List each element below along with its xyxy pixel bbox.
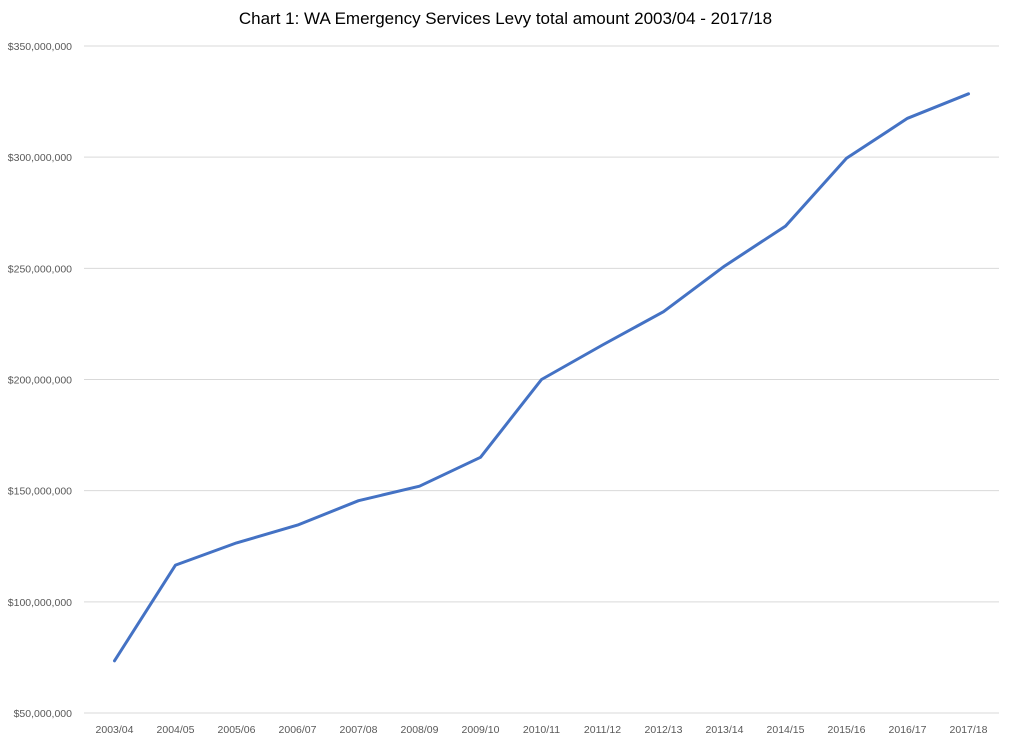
x-tick-label: 2011/12	[584, 724, 621, 736]
data-point	[174, 564, 177, 567]
y-axis-labels: $50,000,000 $100,000,000 $150,000,000 $200,…	[8, 41, 72, 720]
data-point	[845, 157, 848, 160]
data-point	[967, 92, 970, 95]
x-tick-label: 2017/18	[950, 724, 988, 736]
x-tick-label: 2006/07	[279, 724, 317, 736]
data-point	[479, 456, 482, 459]
y-tick-label: $250,000,000	[8, 263, 72, 275]
data-point	[662, 310, 665, 313]
x-tick-label: 2012/13	[645, 724, 683, 736]
x-tick-label: 2015/16	[828, 724, 866, 736]
x-tick-label: 2009/10	[462, 724, 500, 736]
x-tick-label: 2016/17	[889, 724, 927, 736]
data-point	[418, 485, 421, 488]
x-tick-label: 2013/14	[706, 724, 744, 736]
data-point	[296, 524, 299, 527]
data-point	[784, 225, 787, 228]
x-tick-label: 2007/08	[340, 724, 378, 736]
y-tick-label: $300,000,000	[8, 152, 72, 164]
data-point	[357, 499, 360, 502]
data-point	[906, 117, 909, 120]
data-point	[113, 659, 116, 662]
data-point	[601, 344, 604, 347]
x-tick-label: 2010/11	[523, 724, 560, 736]
data-point	[723, 265, 726, 268]
x-tick-label: 2008/09	[401, 724, 439, 736]
y-tick-label: $50,000,000	[14, 708, 73, 720]
data-point	[540, 378, 543, 381]
x-axis-labels: 2003/04 2004/05 2005/06 2006/07 2007/08 2008/…	[96, 724, 988, 736]
chart-title: Chart 1: WA Emergency Services Levy tota…	[238, 9, 773, 28]
x-tick-label: 2005/06	[218, 724, 256, 736]
y-tick-label: $350,000,000	[8, 41, 72, 53]
x-tick-label: 2004/05	[157, 724, 195, 736]
y-tick-label: $150,000,000	[8, 486, 72, 498]
series-line	[113, 92, 970, 663]
series-group	[113, 92, 970, 663]
y-tick-label: $100,000,000	[8, 597, 72, 609]
x-tick-label: 2003/04	[96, 724, 134, 736]
data-point	[235, 541, 238, 544]
x-tick-label: 2014/15	[767, 724, 805, 736]
y-tick-label: $200,000,000	[8, 375, 72, 387]
